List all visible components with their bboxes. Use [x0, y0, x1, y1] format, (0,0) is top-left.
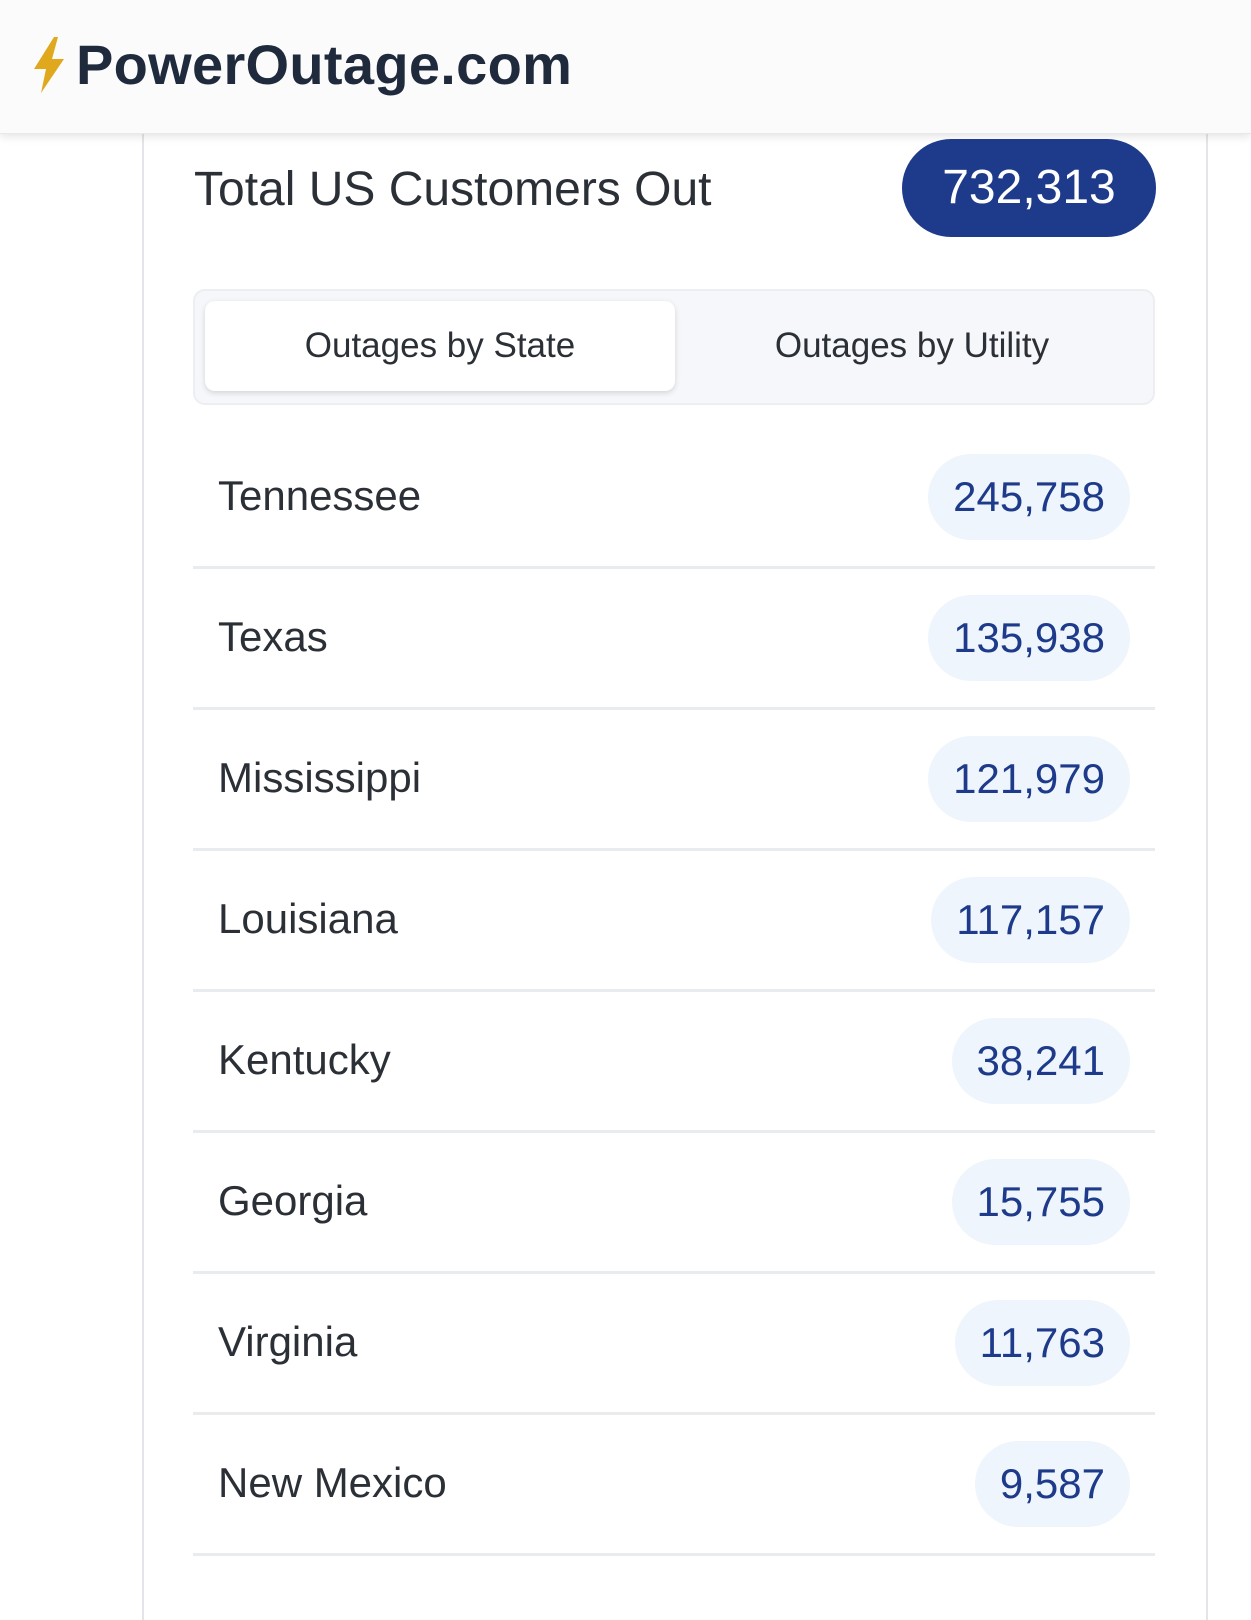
- outage-count-badge: 245,758: [928, 454, 1130, 540]
- tab-outages-by-utility[interactable]: Outages by Utility: [774, 326, 1050, 365]
- outage-count-badge: 117,157: [931, 877, 1130, 963]
- site-header: PowerOutage.com: [0, 0, 1251, 134]
- state-name: Texas: [218, 613, 328, 660]
- outage-count-badge: 9,587: [974, 1441, 1130, 1527]
- outage-count-badge: 121,979: [928, 736, 1130, 822]
- outage-tabs: Outages by State Outages by Utility: [193, 289, 1155, 405]
- outage-count-badge: 38,241: [951, 1018, 1130, 1104]
- outage-count-badge: 135,938: [928, 595, 1130, 681]
- tab-outages-by-state[interactable]: Outages by State: [205, 301, 675, 391]
- lightning-bolt-icon: [34, 37, 64, 93]
- state-row-georgia[interactable]: Georgia 15,755: [193, 1133, 1155, 1274]
- state-row-mississippi[interactable]: Mississippi 121,979: [193, 710, 1155, 851]
- state-name: Georgia: [218, 1177, 368, 1224]
- outage-count-badge: 15,755: [951, 1159, 1130, 1245]
- state-name: Virginia: [218, 1318, 358, 1365]
- state-outage-list: Tennessee 245,758 Texas 135,938 Mississi…: [193, 428, 1155, 1556]
- state-row-louisiana[interactable]: Louisiana 117,157: [193, 851, 1155, 992]
- state-name: Mississippi: [218, 754, 422, 801]
- state-row-texas[interactable]: Texas 135,938: [193, 569, 1155, 710]
- outage-count-badge: 11,763: [954, 1300, 1130, 1386]
- total-customers-badge: 732,313: [902, 139, 1156, 237]
- total-customers-label: Total US Customers Out: [194, 163, 712, 216]
- state-row-new-mexico[interactable]: New Mexico 9,587: [193, 1415, 1155, 1556]
- site-logo-title[interactable]: PowerOutage.com: [76, 33, 573, 96]
- state-name: Tennessee: [218, 472, 422, 519]
- state-row-kentucky[interactable]: Kentucky 38,241: [193, 992, 1155, 1133]
- state-name: Kentucky: [218, 1036, 391, 1083]
- state-row-tennessee[interactable]: Tennessee 245,758: [193, 428, 1155, 569]
- state-row-virginia[interactable]: Virginia 11,763: [193, 1274, 1155, 1415]
- state-name: Louisiana: [218, 895, 398, 942]
- state-name: New Mexico: [218, 1459, 447, 1506]
